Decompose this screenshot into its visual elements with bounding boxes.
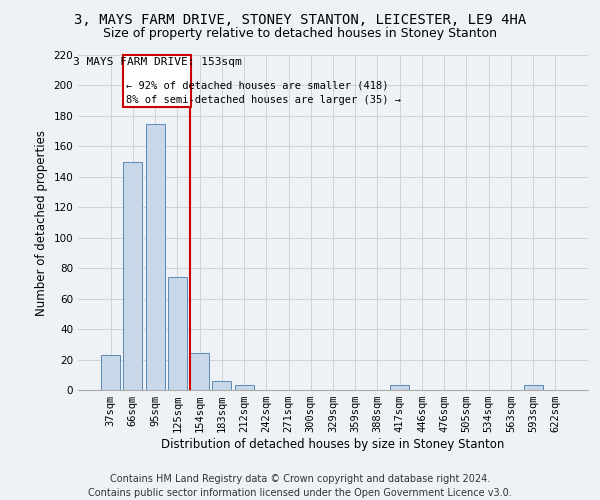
Bar — [190, 354, 209, 390]
Text: ← 92% of detached houses are smaller (418): ← 92% of detached houses are smaller (41… — [125, 81, 388, 91]
Bar — [524, 386, 542, 390]
Bar — [235, 386, 254, 390]
X-axis label: Distribution of detached houses by size in Stoney Stanton: Distribution of detached houses by size … — [161, 438, 505, 451]
Text: Contains HM Land Registry data © Crown copyright and database right 2024.
Contai: Contains HM Land Registry data © Crown c… — [88, 474, 512, 498]
Y-axis label: Number of detached properties: Number of detached properties — [35, 130, 48, 316]
Bar — [390, 386, 409, 390]
Bar — [146, 124, 164, 390]
FancyBboxPatch shape — [123, 55, 191, 107]
Bar — [168, 278, 187, 390]
Bar — [101, 355, 120, 390]
Text: Size of property relative to detached houses in Stoney Stanton: Size of property relative to detached ho… — [103, 28, 497, 40]
Text: 8% of semi-detached houses are larger (35) →: 8% of semi-detached houses are larger (3… — [125, 95, 401, 106]
Text: 3, MAYS FARM DRIVE, STONEY STANTON, LEICESTER, LE9 4HA: 3, MAYS FARM DRIVE, STONEY STANTON, LEIC… — [74, 12, 526, 26]
Bar — [212, 381, 231, 390]
Text: 3 MAYS FARM DRIVE: 153sqm: 3 MAYS FARM DRIVE: 153sqm — [73, 58, 241, 68]
Bar — [124, 162, 142, 390]
